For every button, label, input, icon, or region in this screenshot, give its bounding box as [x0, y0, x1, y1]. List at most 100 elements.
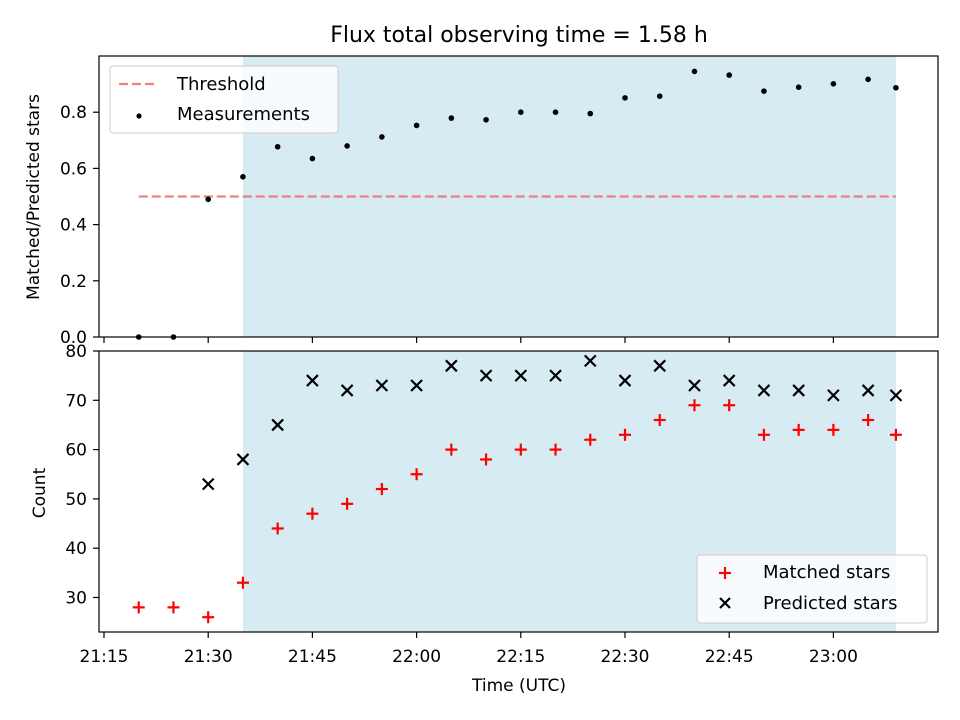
- top-ytick-label: 0.0: [60, 328, 87, 348]
- measurement-point: [205, 196, 211, 203]
- measurement-point: [274, 143, 281, 150]
- measurement-point: [656, 93, 663, 99]
- bottom-legend-box: [696, 554, 928, 624]
- xtick-label: 23:00: [809, 647, 858, 667]
- xtick-label: 21:45: [288, 647, 337, 667]
- bottom-y-axis-label: Count: [30, 467, 50, 518]
- predicted-star-point: [722, 374, 736, 387]
- predicted-star-point: [479, 369, 493, 382]
- matched-star-point: [306, 507, 319, 520]
- measurement-point: [483, 116, 489, 123]
- matched-star-point: [619, 428, 631, 441]
- matched-star-point: [549, 443, 562, 456]
- matched-star-point: [514, 443, 527, 456]
- predicted-star-point: [514, 369, 528, 382]
- matched-star-point: [723, 399, 736, 412]
- matched-star-point: [410, 468, 423, 481]
- matched-star-point: [792, 423, 805, 436]
- measurement-point: [344, 143, 350, 149]
- matched-star-point: [202, 611, 215, 624]
- predicted-star-point: [792, 384, 805, 397]
- measurement-point: [587, 110, 594, 117]
- xtick-label: 21:15: [80, 647, 129, 667]
- measurement-point: [893, 84, 899, 91]
- bottom-ytick-label: 60: [65, 441, 87, 461]
- matched-star-point: [271, 522, 284, 535]
- bottom-x-ticks: 21:15 21:30 21:45 22:00 22:15 22:30 22:45 23:00: [80, 632, 858, 667]
- legend-predicted-label: Predicted stars: [763, 593, 897, 614]
- predicted-star-point: [889, 389, 903, 402]
- predicted-star-point: [861, 384, 875, 397]
- bottom-ytick-label: 80: [65, 342, 87, 362]
- matched-star-point: [688, 399, 701, 412]
- matched-star-point: [167, 601, 180, 614]
- legend-matched-label: Matched stars: [763, 562, 890, 583]
- measurement-point: [309, 155, 316, 162]
- legend-measurements-label: Measurements: [177, 104, 310, 125]
- measurement-point: [448, 115, 455, 121]
- matched-star-point: [889, 428, 902, 441]
- top-ytick-label: 0.4: [60, 216, 87, 236]
- xtick-label: 22:15: [496, 647, 545, 667]
- predicted-star-point: [340, 384, 354, 397]
- predicted-star-point: [410, 379, 423, 392]
- measurement-points: [135, 68, 899, 340]
- bottom-plot-frame: [98, 350, 939, 633]
- matched-star-point: [653, 414, 666, 427]
- top-y-axis-label: Matched/Predicted stars: [24, 94, 44, 300]
- predicted-star-point: [618, 374, 632, 387]
- measurement-point: [691, 68, 698, 75]
- legend-matched-swatch: [719, 567, 731, 579]
- top-legend-box: [109, 65, 339, 134]
- predicted-star-point: [549, 369, 562, 382]
- top-ytick-label: 0.2: [60, 272, 87, 292]
- predicted-star-point: [757, 384, 771, 397]
- bottom-ytick-label: 30: [65, 588, 87, 608]
- bottom-ytick-label: 50: [65, 490, 87, 510]
- matched-star-point: [132, 601, 145, 614]
- top-ytick-label: 0.8: [60, 103, 87, 123]
- predicted-star-point: [653, 359, 667, 373]
- legend-threshold-label: Threshold: [176, 74, 266, 95]
- matched-star-point: [445, 443, 458, 456]
- predicted-star-point: [583, 354, 597, 368]
- measurement-point: [726, 72, 732, 78]
- matched-star-point: [862, 414, 875, 427]
- measurement-point: [379, 134, 385, 140]
- x-axis-label: Time (UTC): [471, 676, 566, 696]
- xtick-label: 21:30: [184, 647, 233, 667]
- measurement-point: [240, 174, 246, 180]
- measurement-point: [413, 122, 420, 129]
- matched-star-point: [480, 453, 493, 466]
- xtick-label: 22:00: [392, 647, 441, 667]
- bottom-panel: 30 40 50 60 70 80 21:15 21:30 21:45 22:00 22:15 22…: [30, 342, 939, 696]
- measurement-point: [865, 76, 871, 83]
- predicted-star-point: [445, 359, 458, 373]
- measurement-point: [622, 95, 628, 101]
- predicted-stars-points: [201, 354, 903, 491]
- matched-star-point: [375, 483, 388, 496]
- matched-star-point: [341, 497, 354, 510]
- top-plot-frame: [98, 55, 939, 338]
- matched-stars-points: [132, 399, 902, 624]
- predicted-star-point: [271, 418, 284, 432]
- measurement-point: [830, 81, 837, 87]
- predicted-star-point: [688, 379, 701, 392]
- matched-star-point: [236, 576, 249, 589]
- matched-star-point: [584, 433, 597, 446]
- measurement-point: [518, 109, 524, 115]
- top-y-ticks: 0.0 0.2 0.4 0.6 0.8: [60, 103, 99, 348]
- xtick-label: 22:45: [705, 647, 754, 667]
- matched-star-point: [827, 423, 840, 436]
- chart-title: Flux total observing time = 1.58 h: [330, 23, 708, 48]
- legend-measurements-swatch: [136, 113, 142, 119]
- top-x-ticks: [103, 337, 835, 343]
- predicted-star-point: [306, 374, 319, 387]
- measurement-point: [552, 109, 559, 115]
- predicted-star-point: [827, 389, 840, 402]
- legend-predicted-swatch: [719, 597, 731, 609]
- top-legend: Threshold Measurements: [109, 65, 339, 134]
- bottom-y-ticks: 30 40 50 60 70 80: [65, 342, 99, 608]
- predicted-star-point: [236, 453, 250, 466]
